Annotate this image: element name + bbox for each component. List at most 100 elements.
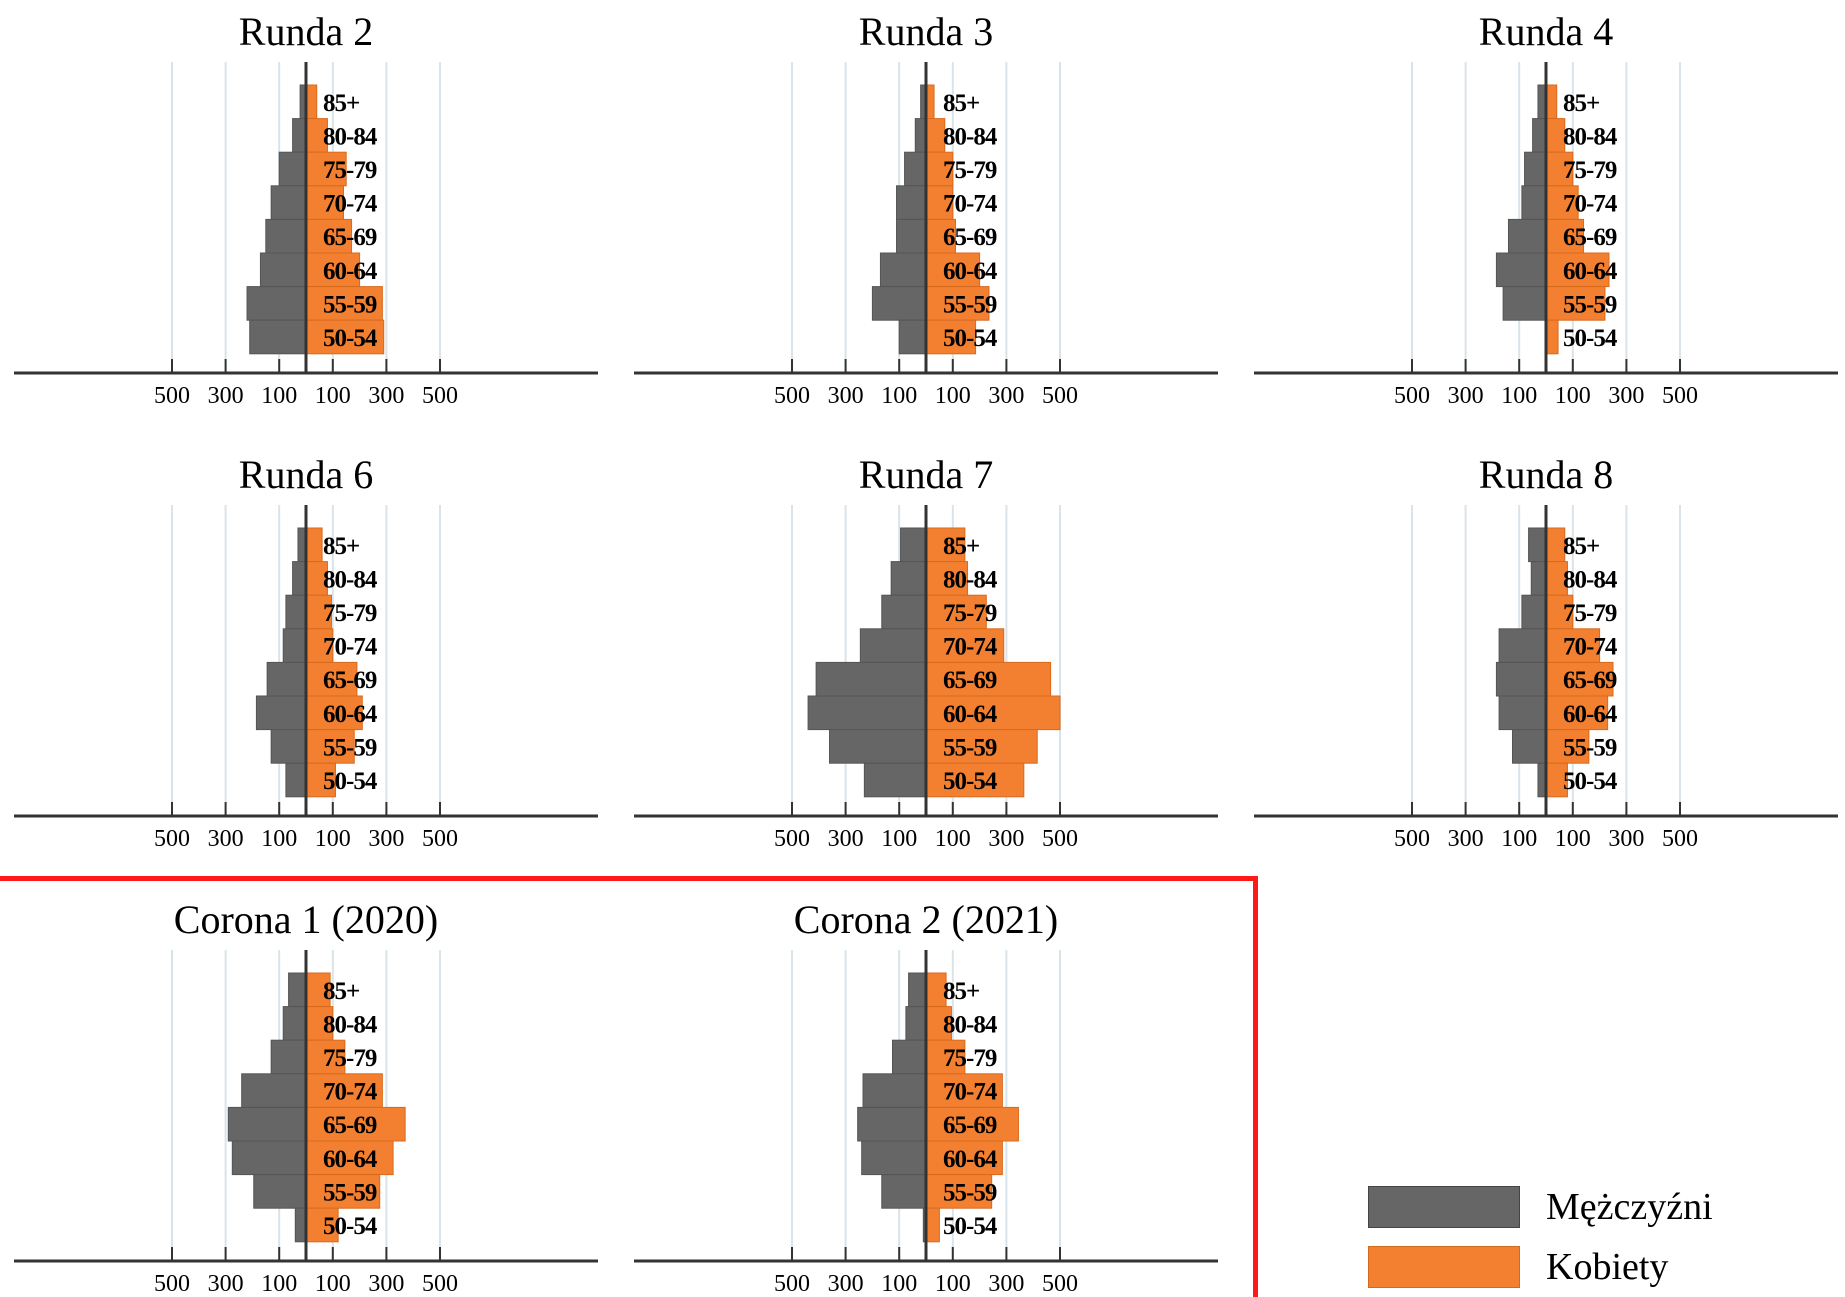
age-label-75-79: 75-79 [943,1045,997,1072]
bar-women-85+ [305,84,318,120]
bar-men-55-59 [881,1174,927,1209]
bar-men-75-79 [270,1039,307,1075]
x-tick-label: 300 [828,1271,864,1297]
bar-women-80-84 [1545,118,1566,153]
x-tick-label: 100 [315,1271,351,1297]
age-label-50-54: 50-54 [1563,768,1618,795]
chart-title: Corona 1 (2020) [174,897,438,942]
age-label-65-69: 65-69 [323,1112,377,1139]
age-label-85+: 85+ [323,533,359,560]
bar-women-75-79 [1545,594,1574,630]
bar-women-85+ [305,527,323,563]
bar-men-70-74 [859,628,927,663]
x-tick-label: 300 [988,1271,1024,1297]
age-label-60-64: 60-64 [323,1146,378,1173]
age-label-65-69: 65-69 [1563,667,1617,694]
bar-women-60-64 [305,252,361,288]
x-tick-label: 300 [1608,383,1644,409]
age-label-70-74: 70-74 [1563,191,1618,218]
age-label-65-69: 65-69 [323,224,377,251]
age-label-75-79: 75-79 [323,1045,377,1072]
bar-women-70-74 [1545,628,1601,663]
bar-men-75-79 [285,594,307,630]
x-tick-label: 500 [774,383,810,409]
bar-women-65-69 [305,218,353,254]
bar-women-50-54 [305,1207,339,1243]
bar-men-60-64 [231,1140,307,1176]
x-tick-label: 300 [988,826,1024,852]
bar-men-85+ [288,972,307,1008]
pyramid-chart-8: Corona 2 (2021) 85+ 80-84 75-79 70-74 65-69 60… [634,897,1218,1297]
bar-men-60-64 [807,695,927,731]
age-label-70-74: 70-74 [1563,634,1618,661]
x-tick-label: 100 [261,383,297,409]
age-label-55-59: 55-59 [323,291,377,318]
legend-swatch-women [1368,1246,1520,1288]
legend-item-women: Kobiety [1368,1246,1788,1288]
x-tick-label: 100 [881,1271,917,1297]
x-tick-label: 300 [368,1271,404,1297]
x-tick-label: 100 [1555,826,1591,852]
age-label-75-79: 75-79 [1563,157,1617,184]
bar-men-60-64 [1495,252,1547,288]
bar-women-80-84 [925,561,969,596]
x-tick-label: 300 [368,826,404,852]
bar-women-65-69 [925,218,956,254]
bar-men-70-74 [1521,185,1547,220]
age-label-75-79: 75-79 [1563,600,1617,627]
bar-women-70-74 [925,628,1005,663]
age-label-85+: 85+ [943,533,979,560]
bar-women-50-54 [925,762,1025,798]
x-tick-label: 100 [1501,383,1537,409]
x-tick-label: 500 [422,1271,458,1297]
x-tick-label: 500 [1394,383,1430,409]
chart-title: Runda 3 [859,9,993,54]
age-label-50-54: 50-54 [323,1213,378,1240]
x-tick-label: 100 [261,826,297,852]
age-label-85+: 85+ [323,90,359,117]
x-tick-label: 500 [154,383,190,409]
chart-title: Runda 7 [859,452,993,497]
bar-men-75-79 [892,1039,927,1075]
pyramid-chart-4: Runda 6 85+ 80-84 75-79 70-74 65-69 60-64 55-59… [14,452,598,852]
age-label-85+: 85+ [943,90,979,117]
age-label-55-59: 55-59 [943,734,997,761]
bar-women-85+ [1545,527,1566,563]
bar-men-50-54 [294,1207,307,1243]
bar-women-80-84 [305,1006,334,1041]
x-tick-label: 100 [881,826,917,852]
bar-men-55-59 [871,286,927,321]
x-tick-label: 500 [422,383,458,409]
bar-men-70-74 [862,1073,927,1108]
bar-women-50-54 [1545,319,1559,355]
x-tick-label: 500 [1394,826,1430,852]
pyramid-chart-1: Runda 2 85+ 80-84 75-79 70-74 65-69 60-64 55-59… [14,9,598,409]
x-tick-label: 300 [1608,826,1644,852]
bar-men-55-59 [1502,286,1547,321]
bar-men-85+ [1528,527,1547,563]
legend-swatch-men [1368,1186,1520,1228]
age-label-60-64: 60-64 [943,701,998,728]
x-tick-label: 100 [315,826,351,852]
bar-men-50-54 [898,319,927,355]
bar-women-75-79 [925,594,987,630]
age-label-65-69: 65-69 [943,1112,997,1139]
bar-women-60-64 [925,1140,1003,1176]
x-tick-label: 300 [1448,383,1484,409]
x-tick-label: 500 [422,826,458,852]
bar-women-60-64 [925,695,1061,731]
age-label-85+: 85+ [1563,533,1599,560]
bar-men-60-64 [255,695,307,731]
bar-women-70-74 [305,1073,383,1108]
pyramid-chart-7: Corona 1 (2020) 85+ 80-84 75-79 70-74 65-69 60… [14,897,598,1297]
bar-women-50-54 [925,319,977,355]
age-label-60-64: 60-64 [323,701,378,728]
x-tick-label: 500 [1662,826,1698,852]
age-label-60-64: 60-64 [943,1146,998,1173]
bar-men-70-74 [282,628,307,663]
bar-men-70-74 [270,185,307,220]
age-label-60-64: 60-64 [1563,701,1618,728]
age-label-60-64: 60-64 [1563,258,1618,285]
age-label-80-84: 80-84 [323,123,378,150]
